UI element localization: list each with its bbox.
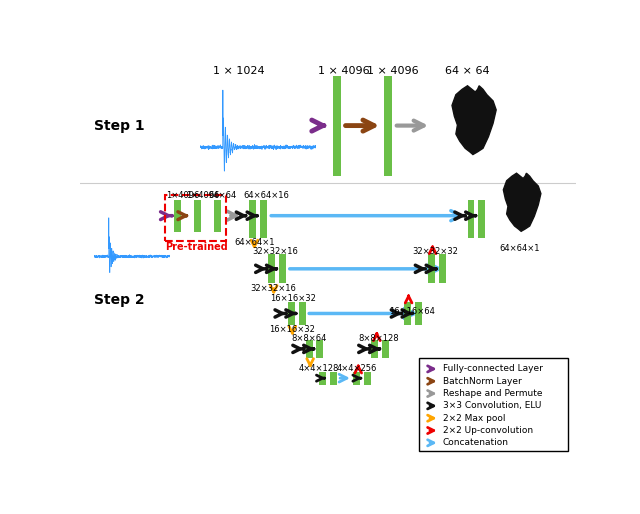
Text: Concatenation: Concatenation: [443, 438, 509, 447]
Text: 16×16×32: 16×16×32: [270, 293, 316, 303]
Text: 32×32×16: 32×32×16: [250, 284, 296, 292]
Text: Reshape and Permute: Reshape and Permute: [443, 389, 542, 398]
Bar: [330, 372, 337, 385]
Text: 3×3 Convolution, ELU: 3×3 Convolution, ELU: [443, 401, 541, 410]
Bar: [260, 199, 267, 238]
Bar: [428, 254, 435, 283]
Bar: [249, 199, 256, 238]
Text: 2×2 Max pool: 2×2 Max pool: [443, 414, 505, 423]
Bar: [165, 195, 227, 241]
Text: 16×16×64: 16×16×64: [388, 307, 435, 316]
Text: 2×2 Up-convolution: 2×2 Up-convolution: [443, 426, 533, 435]
Text: Step 2: Step 2: [94, 293, 145, 307]
Bar: [333, 76, 341, 176]
Text: 4×4×128: 4×4×128: [298, 364, 339, 373]
Bar: [174, 199, 180, 232]
Text: 1 × 1024: 1 × 1024: [213, 66, 265, 76]
Text: 8×8×64: 8×8×64: [292, 334, 327, 343]
Bar: [364, 372, 371, 385]
Bar: [279, 254, 286, 283]
Text: 1 × 4096: 1 × 4096: [317, 66, 369, 76]
Text: 64×64×1: 64×64×1: [234, 238, 275, 247]
Text: 16×16×32: 16×16×32: [269, 325, 316, 334]
Text: 1×4096: 1×4096: [186, 191, 219, 200]
Text: 32×32×16: 32×32×16: [252, 247, 298, 255]
Bar: [371, 340, 378, 358]
Text: 4×4×256: 4×4×256: [337, 364, 377, 373]
Text: 64×64: 64×64: [209, 191, 237, 200]
Text: 64×64×1: 64×64×1: [499, 244, 540, 252]
Bar: [305, 340, 312, 358]
Text: 32×32×32: 32×32×32: [412, 247, 458, 255]
Text: 1 × 4096: 1 × 4096: [367, 66, 419, 76]
Bar: [384, 76, 392, 176]
Bar: [194, 199, 201, 232]
Bar: [319, 372, 326, 385]
Text: BatchNorm Layer: BatchNorm Layer: [443, 377, 522, 386]
Bar: [439, 254, 446, 283]
Bar: [298, 302, 305, 325]
Bar: [382, 340, 389, 358]
Text: 64 × 64: 64 × 64: [445, 66, 490, 76]
Text: Step 1: Step 1: [94, 119, 145, 133]
Bar: [419, 358, 568, 451]
Bar: [415, 302, 422, 325]
Text: 64×64×16: 64×64×16: [243, 191, 289, 200]
Bar: [288, 302, 294, 325]
Bar: [268, 254, 275, 283]
Text: 8×8×128: 8×8×128: [358, 334, 399, 343]
Text: Pre-trained: Pre-trained: [165, 242, 228, 252]
Bar: [316, 340, 323, 358]
Text: Fully-connected Layer: Fully-connected Layer: [443, 364, 543, 373]
Bar: [404, 302, 411, 325]
Bar: [478, 199, 485, 238]
Bar: [353, 372, 360, 385]
Text: 1×4096: 1×4096: [166, 191, 199, 200]
Bar: [467, 199, 474, 238]
Bar: [214, 199, 221, 232]
